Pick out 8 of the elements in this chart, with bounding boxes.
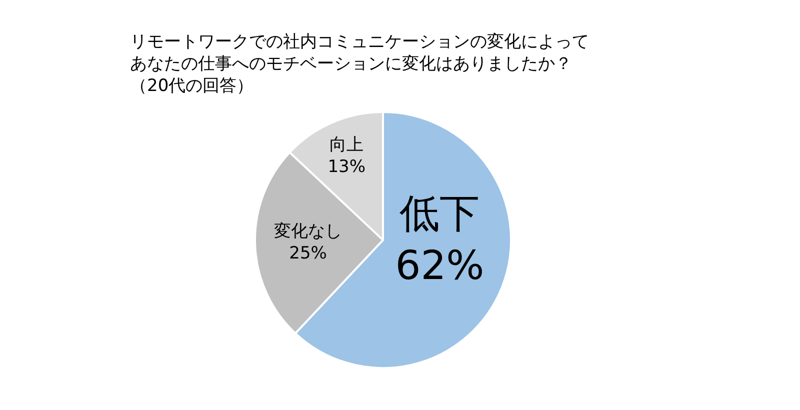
chart-title: リモートワークでの社内コミュニケーションの変化によってあなたの仕事へのモチベーションに変化はありましたか？ <box>130 32 589 74</box>
data-label: 13% <box>328 156 366 177</box>
data-label: 25% <box>289 243 327 264</box>
slice-label: 低下 <box>400 191 480 237</box>
chart-subtitle: （20代の回答） <box>130 76 254 96</box>
slice-label: 変化なし <box>274 221 342 242</box>
slice-label: 向上 <box>330 134 364 155</box>
data-label: 62% <box>395 243 484 289</box>
